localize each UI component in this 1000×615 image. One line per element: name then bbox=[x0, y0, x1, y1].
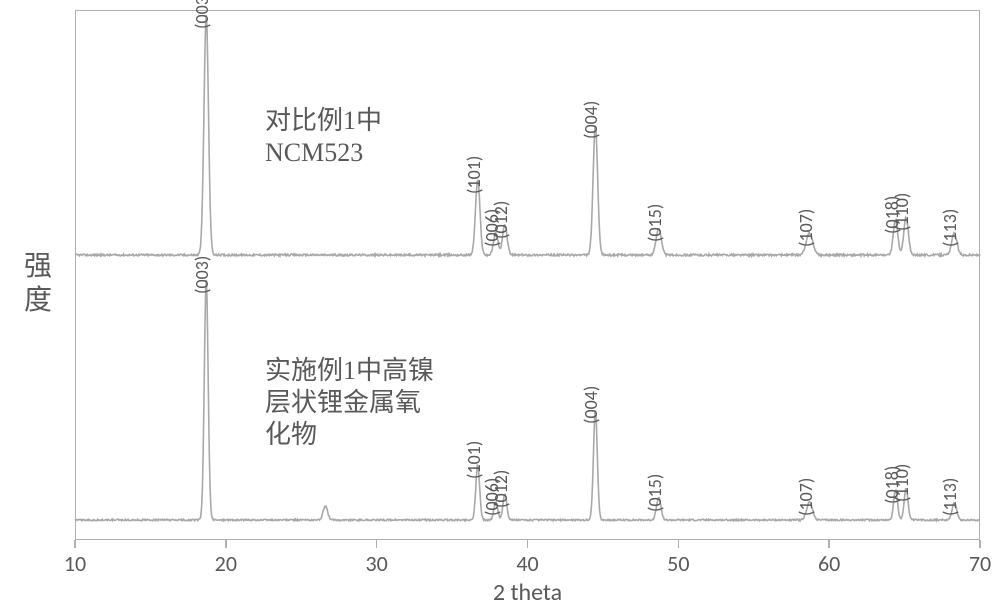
peak-label: (113) bbox=[939, 478, 961, 516]
peak-label: (003) bbox=[191, 256, 213, 294]
peak-label: (015) bbox=[644, 474, 666, 512]
x-tick-label: 10 bbox=[64, 550, 86, 577]
plot-area: (003)(101)(006)(012)(004)(015)(107)(018)… bbox=[75, 10, 980, 540]
x-tick bbox=[979, 540, 981, 548]
x-tick bbox=[376, 540, 378, 548]
x-axis-label: 2 theta bbox=[493, 578, 562, 607]
x-tick-label: 40 bbox=[516, 550, 538, 577]
series-caption-bottom: 实施例1中高镍 层状锂金属氧 化物 bbox=[265, 355, 434, 451]
peak-label: (101) bbox=[463, 441, 485, 479]
x-tick-label: 60 bbox=[818, 550, 840, 577]
x-tick bbox=[828, 540, 830, 548]
x-tick bbox=[527, 540, 529, 548]
peak-label: (012) bbox=[490, 470, 512, 508]
x-tick bbox=[678, 540, 680, 548]
xrd-figure: 强度 (003)(101)(006)(012)(004)(015)(107)(0… bbox=[0, 0, 1000, 615]
x-tick-label: 50 bbox=[667, 550, 689, 577]
x-tick bbox=[225, 540, 227, 548]
peak-label: (110) bbox=[891, 464, 913, 502]
y-axis-label: 强度 bbox=[18, 250, 58, 318]
x-tick-label: 30 bbox=[366, 550, 388, 577]
peak-label: (004) bbox=[580, 386, 602, 424]
x-tick-label: 70 bbox=[969, 550, 991, 577]
x-tick-label: 20 bbox=[215, 550, 237, 577]
peak-label: (107) bbox=[795, 478, 817, 516]
x-tick bbox=[74, 540, 76, 548]
